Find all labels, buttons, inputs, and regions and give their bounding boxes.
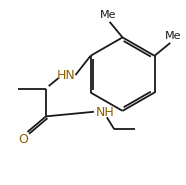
Text: Me: Me: [100, 10, 116, 20]
Text: HN: HN: [57, 69, 76, 82]
Text: NH: NH: [96, 106, 114, 119]
Text: O: O: [18, 133, 28, 146]
Text: Me: Me: [165, 31, 181, 41]
